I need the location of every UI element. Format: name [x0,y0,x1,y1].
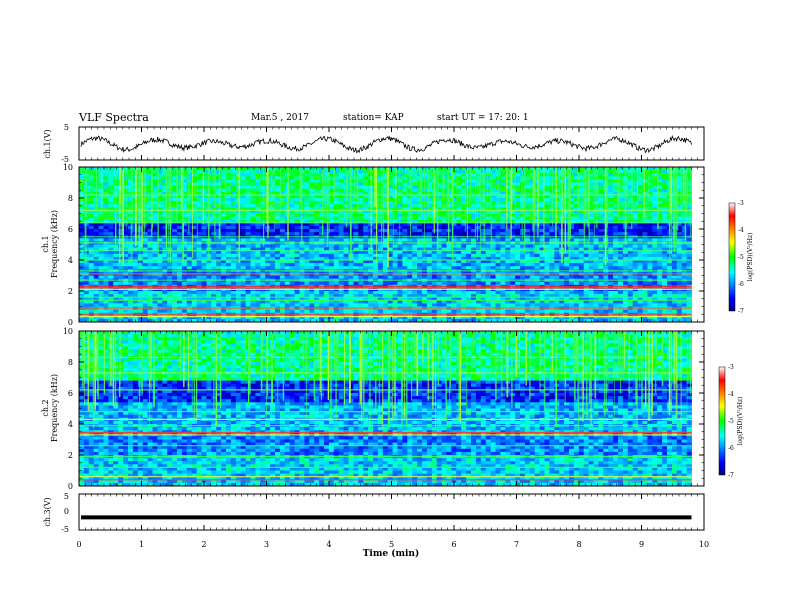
start-ut-label: start UT = 17: 20: 1 [437,113,529,123]
time-tick-label-9: 9 [639,540,644,549]
yticks2-label-4: 8 [68,358,73,367]
ch1-ylabel: ch.1(V) [43,129,52,158]
time-tick-label-6: 6 [451,540,456,549]
ch2-ylabel-line1: ch.2 [41,399,50,416]
time-ticks [78,127,705,530]
yticks2-label-1: 2 [68,451,73,460]
time-tick-label-4: 4 [326,540,331,549]
ch3-waveform-panel: 5 0 -5 ch.3(V) [43,492,705,534]
yticks2-label-0: 0 [68,482,73,491]
yticks1-label-3: 6 [68,225,73,234]
yticks1-label-4: 8 [68,194,73,203]
ch2-colorbar-label: log(PSD)(V²/Hz) [737,397,744,446]
cbticks1-label-1: -4 [738,227,744,234]
yticks1-label-1: 2 [68,287,73,296]
ch3-ytick-top: 5 [64,492,69,501]
ch2-ylabel-line2: Frequency (kHz) [50,374,59,442]
ch1-ylabel-line2: Frequency (kHz) [50,210,59,278]
yticks1-label-0: 0 [68,318,73,327]
cbticks2-label-1: -4 [728,391,734,398]
time-tick-label-0: 0 [76,540,81,549]
ch2-colorbar: -3 -4 -5 -6 -7 log(PSD)(V²/Hz) [718,364,744,479]
time-tick-label-3: 3 [264,540,269,549]
x-axis-label: Time (min) [363,548,420,559]
cbticks2-label-3: -6 [728,445,734,452]
ch2-spectrogram-image [79,331,692,486]
ch1-waveform-panel: 5 -5 ch.1(V) [43,123,705,164]
ch1-spectrogram-image [79,167,692,322]
ch1-ylabel-line1: ch.1 [41,235,50,252]
ch1-ytick-top: 5 [64,123,69,132]
cbticks1-label-0: -3 [738,200,744,207]
ch1-spectrogram-panel: 0 2 4 6 8 10 ch.1 Frequency (kHz) [41,163,705,327]
time-tick-label-8: 8 [576,540,581,549]
ch1-ytick-bottom: -5 [61,155,69,164]
cbticks1-label-4: -7 [738,308,744,315]
ch3-ytick-bottom: -5 [61,525,69,534]
ch1-colorbar: -3 -4 -5 -6 -7 log(PSD)(V²/Hz) [728,200,754,315]
cbticks2-label-0: -3 [728,364,734,371]
plot-title: VLF Spectra [79,111,149,124]
cbticks1-label-3: -6 [738,281,744,288]
ch1-colorbar-label: log(PSD)(V²/Hz) [747,233,754,282]
time-tick-label-1: 1 [139,540,144,549]
station-label: station= KAP [343,113,404,123]
time-tick-label-5: 5 [389,540,394,549]
yticks2-label-3: 6 [68,389,73,398]
time-tick-labels: 0 1 2 3 4 5 6 7 8 9 10 [76,540,709,549]
ch3-ylabel: ch.3(V) [43,497,52,526]
cbticks2-label-4: -7 [728,472,734,479]
date-label: Mar.5 , 2017 [251,113,309,123]
time-tick-label-7: 7 [514,540,519,549]
yticks2-label-2: 4 [68,420,73,429]
ch3-ytick-mid: 0 [64,507,69,516]
ch2-freq-ticks: 0 2 4 6 8 10 [63,327,704,491]
yticks1-label-2: 4 [68,256,73,265]
ch1-waveform-line [80,134,692,154]
yticks2-label-5: 10 [63,327,73,336]
time-tick-label-2: 2 [201,540,206,549]
time-tick-label-10: 10 [699,540,709,549]
cbticks2-label-2: -5 [728,418,734,425]
ch1-freq-ticks: 0 2 4 6 8 10 [63,163,704,327]
yticks1-label-5: 10 [63,163,73,172]
ch2-spectrogram-panel: 0 2 4 6 8 10 ch.2 Frequency (kHz) [41,327,705,491]
cbticks1-label-2: -5 [738,254,744,261]
